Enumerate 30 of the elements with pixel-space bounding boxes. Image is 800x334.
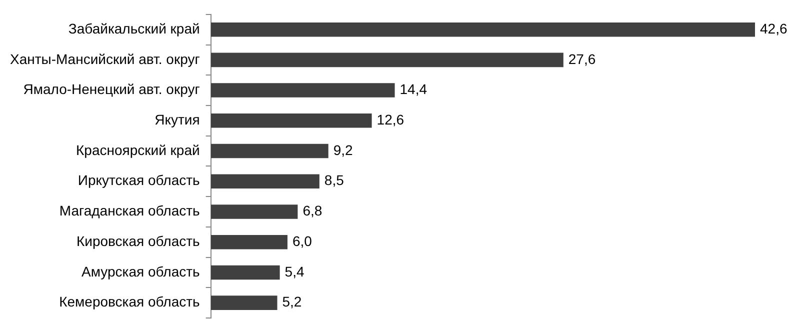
- data-label: 6,8: [302, 202, 322, 219]
- bar: [210, 114, 372, 128]
- y-tick-label: Кемеровская область: [59, 294, 200, 310]
- data-label: 12,6: [376, 112, 404, 128]
- data-label: 27,6: [568, 50, 596, 67]
- data-label: 9,2: [333, 142, 354, 158]
- bar: [210, 83, 395, 98]
- y-tick-label: Ханты-Мансийский авт. округ: [10, 50, 200, 67]
- bar: [210, 265, 280, 280]
- bar: [210, 174, 320, 189]
- data-label: 5,4: [284, 263, 304, 280]
- data-label: 5,2: [282, 294, 302, 310]
- bar: [210, 204, 298, 219]
- data-label: 6,0: [292, 232, 312, 249]
- bar: [210, 144, 328, 158]
- y-tick-label: Красноярский край: [76, 142, 200, 158]
- y-tick-label: Ямало-Ненецкий авт. округ: [23, 81, 200, 98]
- data-label: 8,5: [324, 172, 344, 188]
- y-tick-label: Забайкальский край: [68, 20, 200, 36]
- y-tick-label: Якутия: [154, 112, 200, 128]
- y-tick-label: Амурская область: [82, 263, 200, 280]
- y-tick-label: Кировская область: [76, 232, 200, 249]
- bar: [210, 52, 564, 68]
- bar: [210, 234, 288, 250]
- data-label: 42,6: [760, 20, 788, 36]
- bar: [210, 296, 278, 310]
- y-tick-label: Магаданская область: [59, 202, 200, 219]
- bar: [210, 22, 755, 37]
- data-label: 14,4: [400, 81, 428, 98]
- y-tick-label: Иркутская область: [78, 172, 200, 188]
